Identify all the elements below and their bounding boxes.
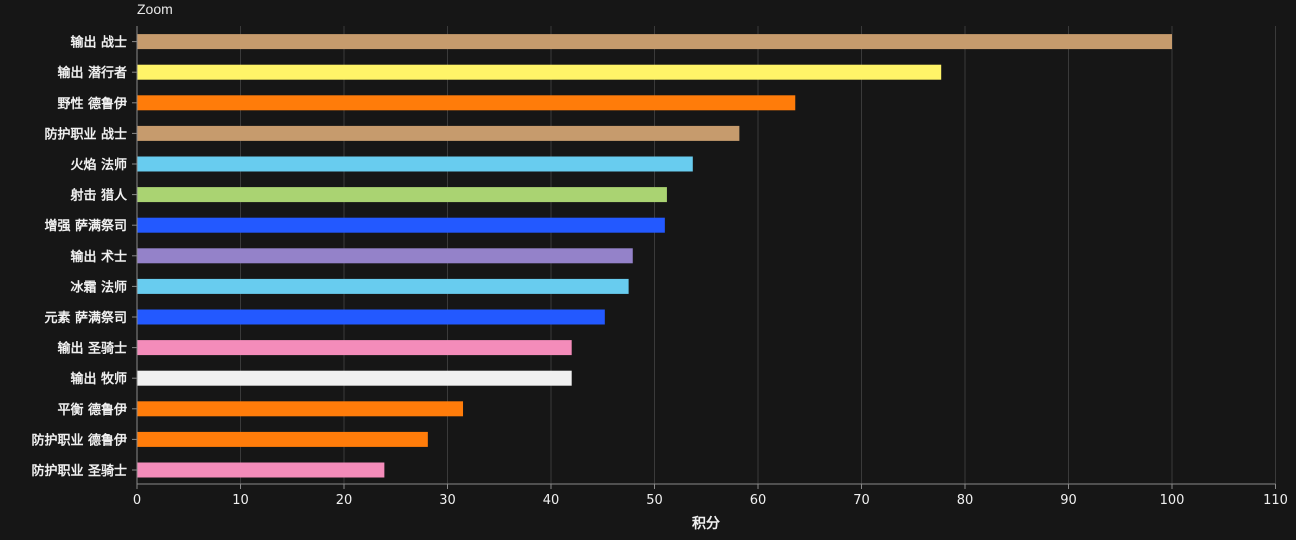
category-label: 野性 德鲁伊 <box>57 96 127 112</box>
bar[interactable] <box>137 125 740 141</box>
bar[interactable] <box>137 187 667 203</box>
category-label: 输出 牧师 <box>70 371 127 387</box>
category-label: 火焰 法师 <box>70 157 127 173</box>
x-tick-label: 60 <box>750 493 767 508</box>
category-label: 输出 术士 <box>70 249 127 265</box>
bar[interactable] <box>137 340 572 356</box>
x-tick-label: 110 <box>1263 493 1288 508</box>
x-tick-label: 20 <box>336 493 353 508</box>
category-label: 冰霜 法师 <box>70 279 127 295</box>
bar[interactable] <box>137 401 464 417</box>
bar[interactable] <box>137 248 633 264</box>
bar[interactable] <box>137 34 1172 50</box>
bars <box>137 34 1172 478</box>
bar[interactable] <box>137 278 629 294</box>
bar[interactable] <box>137 217 665 233</box>
bar[interactable] <box>137 64 942 80</box>
zoom-button[interactable]: Zoom <box>137 1 173 17</box>
category-label: 输出 战士 <box>70 35 127 51</box>
category-label: 防护职业 德鲁伊 <box>31 432 127 448</box>
x-axis-title: 积分 <box>692 515 720 532</box>
x-tick-label: 90 <box>1060 493 1077 508</box>
bar[interactable] <box>137 370 572 386</box>
category-label: 增强 萨满祭司 <box>44 218 127 234</box>
bar[interactable] <box>137 309 605 325</box>
category-label: 输出 潜行者 <box>57 65 127 81</box>
x-tick-label: 30 <box>439 493 456 508</box>
category-label: 输出 圣骑士 <box>57 341 127 357</box>
category-label: 防护职业 圣骑士 <box>31 463 127 479</box>
x-tick-label: 80 <box>957 493 974 508</box>
bar[interactable] <box>137 431 428 447</box>
category-label: 元素 萨满祭司 <box>44 310 127 326</box>
x-tick-label: 0 <box>133 493 141 508</box>
x-tick-label: 50 <box>646 493 663 508</box>
category-label: 射击 猎人 <box>69 188 128 204</box>
x-tick-label: 10 <box>232 493 249 508</box>
bar[interactable] <box>137 462 385 478</box>
category-label: 防护职业 战士 <box>44 126 127 142</box>
x-tick-label: 40 <box>543 493 560 508</box>
category-label: 平衡 德鲁伊 <box>57 402 127 418</box>
x-tick-label: 70 <box>853 493 870 508</box>
x-tick-label: 100 <box>1160 493 1185 508</box>
bar[interactable] <box>137 95 796 111</box>
bar[interactable] <box>137 156 693 172</box>
